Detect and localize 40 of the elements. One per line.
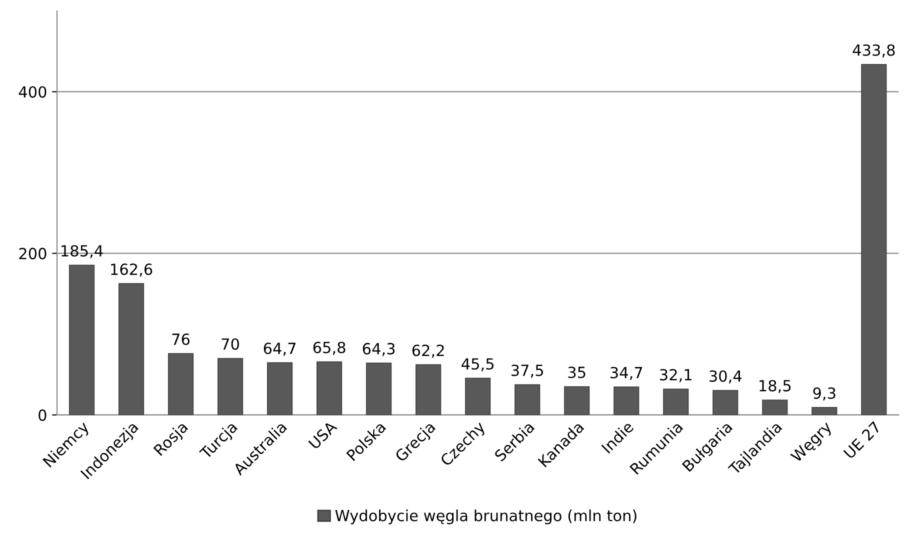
data-label: 162,6 [111, 263, 152, 277]
data-label: 62,2 [412, 344, 444, 358]
bar [68, 264, 95, 415]
data-label: 64,7 [264, 342, 296, 356]
bar [366, 362, 392, 415]
data-label: 18,5 [760, 380, 791, 394]
bar [118, 283, 144, 415]
y-tick-label: 400 [18, 86, 46, 98]
x-tick-label: UE 27 [843, 420, 882, 460]
x-tick-label: USA [308, 420, 338, 450]
data-label: 32,1 [660, 368, 692, 382]
bar [762, 400, 788, 415]
bar [416, 364, 442, 415]
data-label: 35 [568, 366, 586, 378]
data-label: 30,4 [710, 370, 742, 384]
bar [267, 362, 293, 415]
data-label: 65,8 [313, 342, 346, 355]
bar [614, 386, 640, 415]
y-tick-label: 0 [38, 409, 46, 421]
bar [663, 388, 689, 415]
bar [465, 378, 491, 415]
bar [861, 64, 887, 415]
bar [564, 386, 590, 415]
legend-label: Wydobycie węgla brunatnego (mln ton) [335, 510, 636, 524]
data-label: 9,3 [813, 387, 836, 400]
bar [168, 353, 194, 415]
data-label: 37,5 [512, 364, 544, 378]
bar [712, 390, 738, 415]
data-label: 45,5 [462, 358, 494, 372]
y-tick-label: 200 [19, 248, 46, 260]
data-label: 185,4 [62, 245, 103, 258]
data-label: 64,3 [362, 342, 395, 356]
bar [812, 407, 838, 415]
data-label: 76 [172, 333, 190, 346]
bar [316, 361, 342, 415]
data-label: 70 [222, 338, 239, 350]
data-label: 433,8 [852, 44, 895, 58]
data-label: 34,7 [610, 366, 642, 380]
bar [218, 358, 244, 415]
bar [514, 384, 540, 415]
